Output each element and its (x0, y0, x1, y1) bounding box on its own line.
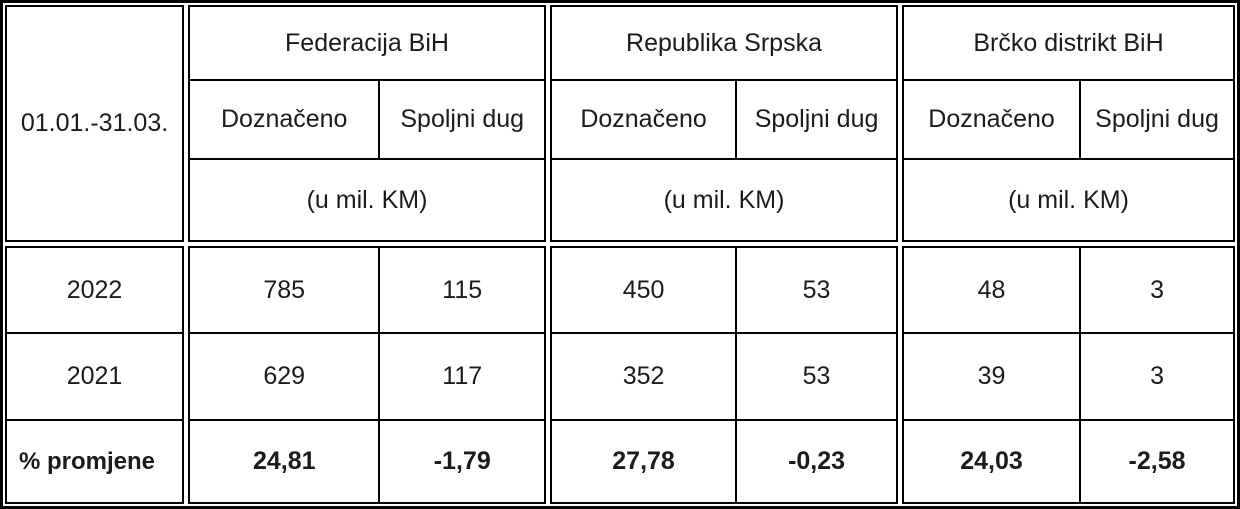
change-cell-brcko-doznaceno: 24,03 (901, 419, 1082, 504)
col-header-doznaceno: Doznačeno (901, 79, 1082, 160)
table-row: 352 53 (549, 332, 898, 421)
change-cell-brcko-spoljni: -2,58 (1079, 419, 1235, 504)
value-cell-fed-2021-doznaceno: 629 (187, 332, 381, 421)
value-cell-rs-2021-doznaceno: 352 (549, 332, 738, 421)
value-cell-fed-2022-doznaceno: 785 (187, 246, 381, 334)
group-title: Brčko distrikt BiH (902, 5, 1235, 81)
col-header-spoljni-dug: Spoljni dug (378, 79, 546, 160)
value-cell-rs-2022-doznaceno: 450 (549, 246, 738, 334)
header-section-period: 01.01.-31.03. (5, 5, 184, 242)
body-section-federacija-bih: 785 115 629 117 24,81 -1,79 (187, 246, 546, 504)
table-row: % promjene (5, 419, 184, 504)
col-header-spoljni-dug: Spoljni dug (1079, 79, 1235, 160)
table-row: 24,81 -1,79 (187, 419, 546, 504)
header-section-brcko-distrikt: Brčko distrikt BiH Doznačeno Spoljni dug… (901, 5, 1235, 242)
table-row: Doznačeno Spoljni dug (549, 79, 898, 160)
table-row: Republika Srpska (550, 5, 898, 81)
value-cell-fed-2021-spoljni: 117 (378, 332, 546, 421)
table-row: (u mil. KM) (550, 158, 898, 242)
table-row: Doznačeno Spoljni dug (187, 79, 546, 160)
value-cell-brcko-2022-spoljni: 3 (1079, 246, 1235, 334)
table-grid: 01.01.-31.03. Federacija BiH Doznačeno S… (5, 5, 1235, 504)
unit-label: (u mil. KM) (902, 158, 1235, 242)
year-label-2022: 2022 (5, 246, 184, 334)
table-row: Brčko distrikt BiH (902, 5, 1235, 81)
year-label-2021: 2021 (5, 332, 184, 421)
value-cell-brcko-2022-doznaceno: 48 (901, 246, 1082, 334)
change-cell-rs-spoljni: -0,23 (735, 419, 898, 504)
table-row: (u mil. KM) (188, 158, 546, 242)
value-cell-rs-2021-spoljni: 53 (735, 332, 898, 421)
unit-label: (u mil. KM) (188, 158, 546, 242)
table-row: 39 3 (901, 332, 1235, 421)
header-section-republika-srpska: Republika Srpska Doznačeno Spoljni dug (… (549, 5, 898, 242)
table-row: 01.01.-31.03. (5, 5, 184, 242)
table-row: 27,78 -0,23 (549, 419, 898, 504)
table-row: 24,03 -2,58 (901, 419, 1235, 504)
table-row: 785 115 (187, 246, 546, 334)
table-row: (u mil. KM) (902, 158, 1235, 242)
value-cell-brcko-2021-spoljni: 3 (1079, 332, 1235, 421)
value-cell-fed-2022-spoljni: 115 (378, 246, 546, 334)
body-section-years: 2022 2021 % promjene (5, 246, 184, 504)
col-header-doznaceno: Doznačeno (549, 79, 738, 160)
body-section-brcko-distrikt: 48 3 39 3 24,03 -2,58 (901, 246, 1235, 504)
value-cell-rs-2022-spoljni: 53 (735, 246, 898, 334)
table-row: 2021 (5, 332, 184, 421)
col-header-doznaceno: Doznačeno (187, 79, 381, 160)
header-section-federacija-bih: Federacija BiH Doznačeno Spoljni dug (u … (187, 5, 546, 242)
period-label: 01.01.-31.03. (5, 5, 184, 242)
table-row: 2022 (5, 246, 184, 334)
table-row: Doznačeno Spoljni dug (901, 79, 1235, 160)
table-row: 629 117 (187, 332, 546, 421)
change-cell-fed-doznaceno: 24,81 (187, 419, 381, 504)
body-section-republika-srpska: 450 53 352 53 27,78 -0,23 (549, 246, 898, 504)
group-title: Republika Srpska (550, 5, 898, 81)
change-cell-rs-doznaceno: 27,78 (549, 419, 738, 504)
table-row: Federacija BiH (188, 5, 546, 81)
col-header-spoljni-dug: Spoljni dug (735, 79, 898, 160)
unit-label: (u mil. KM) (550, 158, 898, 242)
table-row: 48 3 (901, 246, 1235, 334)
group-title: Federacija BiH (188, 5, 546, 81)
change-row-label: % promjene (5, 419, 184, 504)
change-cell-fed-spoljni: -1,79 (378, 419, 546, 504)
table-row: 450 53 (549, 246, 898, 334)
value-cell-brcko-2021-doznaceno: 39 (901, 332, 1082, 421)
